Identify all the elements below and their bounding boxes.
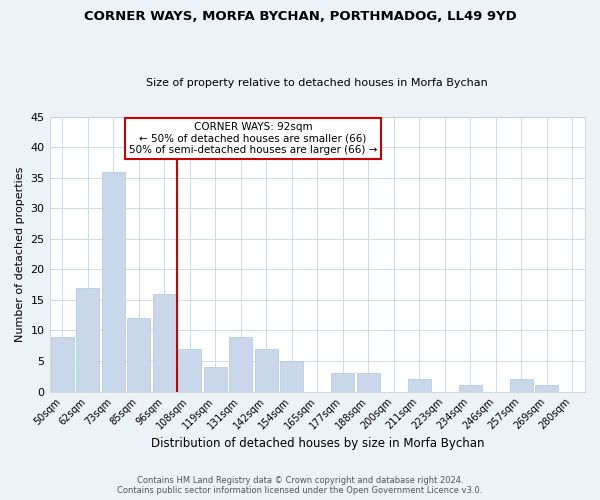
Title: Size of property relative to detached houses in Morfa Bychan: Size of property relative to detached ho…: [146, 78, 488, 88]
Bar: [204, 367, 227, 392]
Bar: [408, 380, 431, 392]
Bar: [280, 361, 303, 392]
Bar: [331, 373, 354, 392]
Bar: [357, 373, 380, 392]
Bar: [178, 349, 201, 392]
Bar: [535, 386, 558, 392]
Text: Contains HM Land Registry data © Crown copyright and database right 2024.
Contai: Contains HM Land Registry data © Crown c…: [118, 476, 482, 495]
Text: CORNER WAYS, MORFA BYCHAN, PORTHMADOG, LL49 9YD: CORNER WAYS, MORFA BYCHAN, PORTHMADOG, L…: [83, 10, 517, 23]
Bar: [255, 349, 278, 392]
Bar: [510, 380, 533, 392]
Bar: [76, 288, 99, 392]
Text: CORNER WAYS: 92sqm
← 50% of detached houses are smaller (66)
50% of semi-detache: CORNER WAYS: 92sqm ← 50% of detached hou…: [129, 122, 377, 156]
Bar: [127, 318, 150, 392]
Bar: [229, 336, 252, 392]
X-axis label: Distribution of detached houses by size in Morfa Bychan: Distribution of detached houses by size …: [151, 437, 484, 450]
Bar: [153, 294, 176, 392]
Bar: [459, 386, 482, 392]
Y-axis label: Number of detached properties: Number of detached properties: [15, 166, 25, 342]
Bar: [51, 336, 74, 392]
Bar: [102, 172, 125, 392]
